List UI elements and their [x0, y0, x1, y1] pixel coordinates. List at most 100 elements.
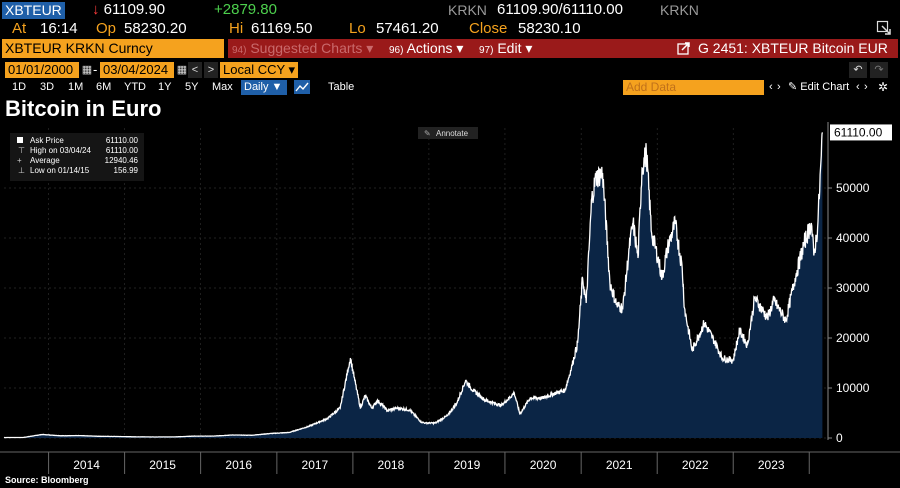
x-tick-label: 2023: [758, 458, 785, 472]
line-chart-icon[interactable]: [294, 80, 310, 94]
menu-number: 94): [232, 45, 247, 56]
y-tick-label: 30000: [836, 281, 870, 295]
scroll-left-icon[interactable]: ‹: [769, 81, 773, 93]
chart-title: Bitcoin in Euro: [5, 96, 162, 121]
currency-value: Local CCY: [223, 62, 286, 77]
table-button[interactable]: Table: [328, 81, 355, 93]
edit-menu[interactable]: 97) Edit ▾: [479, 40, 533, 56]
start-date-field[interactable]: 01/01/2000: [5, 62, 79, 78]
menu-number: 97): [479, 45, 494, 56]
high-label: Hi: [229, 20, 244, 37]
high-value: 61169.50: [251, 20, 313, 37]
low-value: 57461.20: [376, 20, 439, 37]
range-button-1m[interactable]: 1M: [68, 81, 84, 93]
y-tick-label: 0: [836, 431, 843, 445]
pricing-source-2: KRKN: [660, 2, 699, 18]
calendar-icon[interactable]: ▦: [81, 64, 93, 76]
legend: Ask Price 61110.00 ⊤ High on 03/04/24 61…: [10, 133, 144, 181]
security-field[interactable]: XBTEUR KRKN Curncy: [2, 39, 224, 58]
legend-average-marker: +: [17, 156, 22, 165]
legend-low-marker: ⊥: [18, 166, 25, 175]
annotate-background: [418, 127, 478, 139]
range-button-1d[interactable]: 1D: [12, 81, 27, 93]
x-tick-label: 2016: [225, 458, 252, 472]
legend-high-label: High on 03/04/24: [30, 146, 91, 155]
external-link-icon[interactable]: [677, 42, 690, 55]
annotate-button[interactable]: ✎ Annotate: [418, 127, 478, 139]
range-button-6m[interactable]: 6M: [96, 81, 112, 93]
x-tick-label: 2021: [606, 458, 633, 472]
scroll-left-icon-2[interactable]: ‹: [856, 81, 860, 93]
last-value-label-group: 61110.00: [830, 124, 892, 141]
range-bar: 1D 3D 1M 6M YTD 1Y 5Y Max Daily ▼ Table …: [0, 79, 900, 95]
x-tick-label: 2018: [378, 458, 405, 472]
legend-high-value: 61110.00: [106, 146, 139, 155]
quote-row: XBTEUR ↓ 61109.90 +2879.80 KRKN 61109.90…: [0, 0, 900, 20]
chevron-down-icon: ▾: [288, 62, 295, 77]
at-value: 16:14: [40, 20, 78, 37]
legend-average-value: 12940.46: [105, 156, 139, 165]
undo-icon[interactable]: ↶: [849, 62, 867, 78]
bid-ask: 61109.90/61110.00: [497, 1, 623, 18]
menu-bar-background: [228, 39, 898, 58]
redo-icon[interactable]: ↷: [870, 62, 888, 78]
y-tick-label: 50000: [836, 181, 870, 195]
next-period-button[interactable]: >: [204, 62, 218, 78]
legend-ask-label: Ask Price: [30, 136, 64, 145]
price-area: [4, 132, 823, 438]
menu-number: 96): [389, 45, 404, 56]
calendar-icon[interactable]: ▦: [176, 64, 188, 76]
legend-average-label: Average: [30, 156, 60, 165]
prev-period-button[interactable]: <: [188, 62, 202, 78]
edit-chart-label: Edit Chart: [800, 81, 850, 93]
currency-select[interactable]: Local CCY ▾: [220, 62, 298, 78]
pricing-source: KRKN: [448, 2, 487, 18]
legend-high-marker: ⊤: [18, 146, 25, 155]
date-separator: -: [93, 62, 98, 77]
ticker-label[interactable]: XBTEUR: [2, 2, 65, 19]
open-label: Op: [96, 20, 117, 37]
close-value: 58230.10: [518, 20, 581, 37]
annotate-label: Annotate: [436, 129, 469, 138]
legend-low-value: 156.99: [114, 166, 139, 175]
x-tick-label: 2014: [73, 458, 100, 472]
down-arrow-icon: ↓: [92, 1, 100, 18]
last-price: ↓ 61109.90: [92, 1, 165, 18]
scroll-right-icon[interactable]: ›: [777, 81, 781, 93]
end-date-field[interactable]: 03/04/2024: [100, 62, 174, 78]
suggested-charts-menu[interactable]: 94) Suggested Charts ▾: [232, 40, 374, 56]
legend-background: [10, 133, 144, 181]
price-chart: 0 10000 20000 30000 40000 50000 2014 2015 2016 2…: [0, 122, 900, 474]
x-tick-label: 2017: [302, 458, 329, 472]
command-bar: XBTEUR KRKN Curncy 94) Suggested Charts …: [0, 38, 900, 58]
close-label: Close: [469, 20, 508, 37]
menu-label: Actions: [406, 40, 453, 56]
popout-icon[interactable]: [876, 20, 892, 36]
y-tick-label: 40000: [836, 231, 870, 245]
x-tick-label: 2020: [530, 458, 557, 472]
frequency-select[interactable]: Daily ▼: [241, 80, 287, 95]
scroll-right-icon-2[interactable]: ›: [864, 81, 868, 93]
range-button-1y[interactable]: 1Y: [158, 81, 172, 93]
gear-icon[interactable]: ✲: [878, 80, 889, 94]
y-tick-label: 20000: [836, 331, 870, 345]
edit-chart-button[interactable]: ✎ Edit Chart: [788, 80, 849, 95]
ohlc-row: At 16:14 Op 58230.20 Hi 61169.50 Lo 5746…: [0, 20, 900, 38]
last-value-label: 61110.00: [834, 125, 883, 139]
range-button-3d[interactable]: 3D: [40, 81, 55, 93]
x-tick-label: 2019: [454, 458, 481, 472]
range-button-ytd[interactable]: YTD: [124, 81, 146, 93]
y-tick-label: 10000: [836, 381, 870, 395]
range-button-5y[interactable]: 5Y: [185, 81, 199, 93]
date-controls: 01/01/2000 ▦ - 03/04/2024 ▦ < > Local CC…: [0, 61, 900, 79]
legend-swatch-ask: [17, 137, 23, 143]
price-change: +2879.80: [214, 1, 277, 18]
add-data-input[interactable]: Add Data: [623, 80, 764, 95]
range-button-max[interactable]: Max: [212, 81, 233, 93]
at-label: At: [12, 20, 27, 37]
x-tick-label: 2015: [149, 458, 176, 472]
x-tick-label: 2022: [682, 458, 709, 472]
actions-menu[interactable]: 96) Actions ▾: [389, 40, 464, 56]
function-title: G 2451: XBTEUR Bitcoin EUR: [698, 40, 888, 56]
last-value-box: [830, 124, 892, 141]
